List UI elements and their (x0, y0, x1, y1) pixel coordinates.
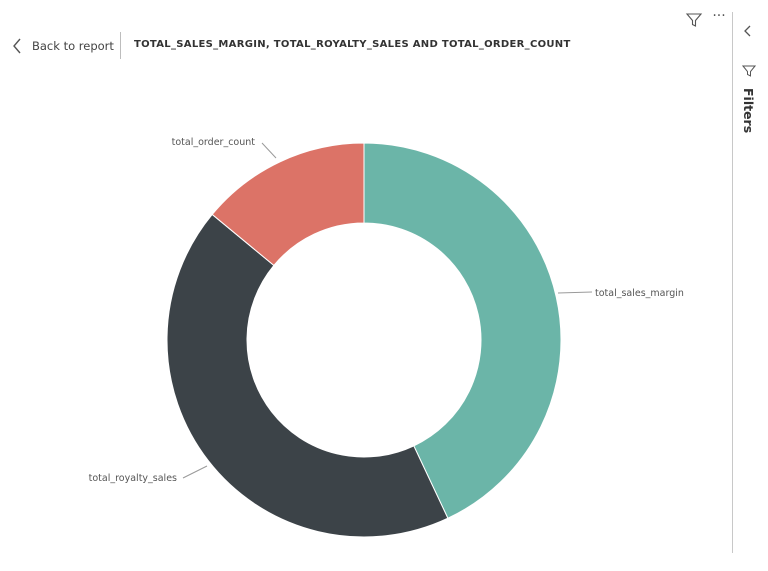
leader-line-total-sales-margin (557, 291, 593, 294)
funnel-icon[interactable] (685, 11, 703, 29)
slice-total-sales-margin[interactable] (363, 142, 562, 519)
filters-pane-divider (732, 12, 733, 553)
leader-line-total-royalty-sales (182, 465, 208, 479)
back-to-report-button[interactable]: Back to report (10, 36, 114, 56)
leader-line-total-order-count (261, 142, 277, 159)
visual-title: TOTAL_SALES_MARGIN, TOTAL_ROYALTY_SALES … (134, 39, 571, 50)
slice-total-order-count[interactable] (211, 142, 365, 267)
header-divider (120, 32, 121, 59)
filters-pane-label[interactable]: Filters (741, 88, 756, 134)
more-options-button[interactable]: ··· (712, 8, 726, 24)
collapse-filters-button[interactable] (741, 22, 755, 40)
back-to-report-label: Back to report (32, 39, 114, 53)
filters-pane-funnel-icon (742, 65, 756, 77)
slice-total-royalty-sales[interactable] (166, 213, 449, 538)
data-label-total-order-count: total_order_count (172, 137, 256, 148)
data-label-total-sales-margin: total_sales_margin (595, 288, 684, 299)
chevron-left-icon (13, 38, 21, 54)
data-label-total-royalty-sales: total_royalty_sales (89, 473, 177, 484)
